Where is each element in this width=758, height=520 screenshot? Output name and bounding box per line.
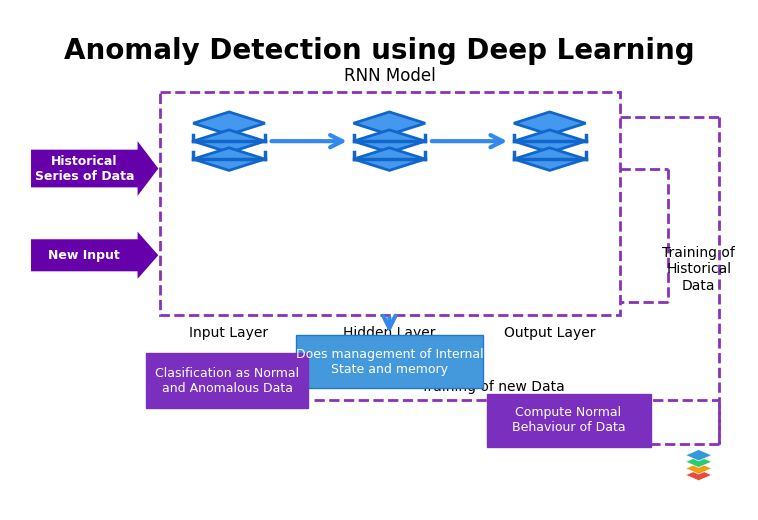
Polygon shape: [353, 148, 425, 171]
Polygon shape: [31, 232, 158, 279]
Text: New Input: New Input: [49, 249, 121, 262]
FancyBboxPatch shape: [487, 394, 650, 447]
Polygon shape: [353, 112, 425, 135]
Text: Training of
Historical
Data: Training of Historical Data: [662, 246, 735, 293]
Text: Anomaly Detection using Deep Learning: Anomaly Detection using Deep Learning: [64, 36, 694, 64]
Text: RNN Model: RNN Model: [344, 67, 436, 85]
Polygon shape: [193, 148, 265, 171]
Text: Output Layer: Output Layer: [504, 326, 596, 340]
Polygon shape: [514, 130, 585, 152]
Polygon shape: [685, 463, 712, 474]
Text: Input Layer: Input Layer: [190, 326, 268, 340]
Text: Historical
Series of Data: Historical Series of Data: [35, 154, 134, 183]
Polygon shape: [514, 148, 585, 171]
FancyBboxPatch shape: [146, 354, 309, 408]
Polygon shape: [685, 470, 712, 480]
Polygon shape: [193, 112, 265, 135]
FancyBboxPatch shape: [296, 335, 483, 388]
Polygon shape: [685, 456, 712, 467]
Text: Clasification as Normal
and Anomalous Data: Clasification as Normal and Anomalous Da…: [155, 367, 299, 395]
Text: Does management of Internal
State and memory: Does management of Internal State and me…: [296, 348, 483, 376]
Polygon shape: [514, 112, 585, 135]
Bar: [160, 92, 620, 315]
Polygon shape: [353, 130, 425, 152]
Polygon shape: [685, 450, 712, 461]
Polygon shape: [193, 130, 265, 152]
Text: Compute Normal
Behaviour of Data: Compute Normal Behaviour of Data: [512, 406, 625, 434]
Text: Hidden Layer: Hidden Layer: [343, 326, 436, 340]
Polygon shape: [31, 141, 158, 196]
Text: Training of new Data: Training of new Data: [421, 380, 565, 394]
